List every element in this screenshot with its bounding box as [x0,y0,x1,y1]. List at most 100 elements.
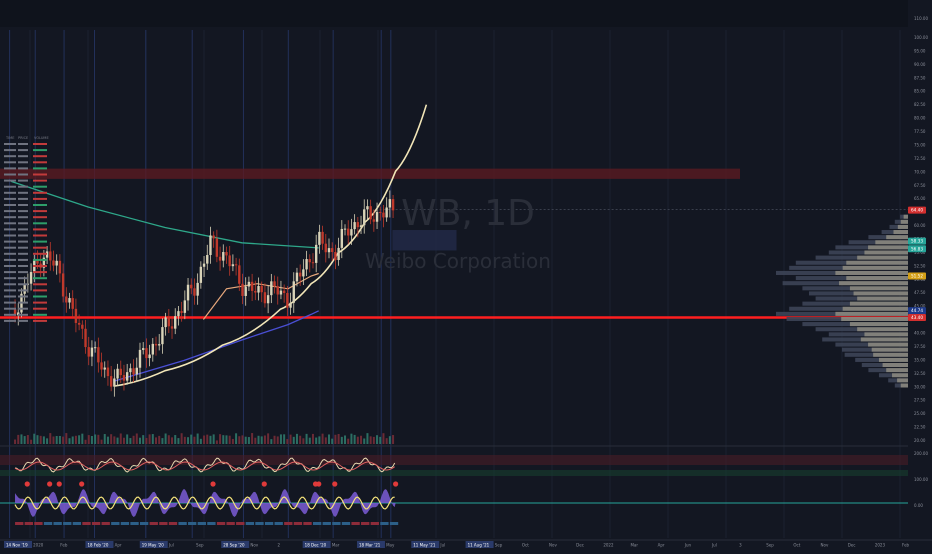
indicator-lines [10,104,428,387]
volume-profile-bar-up [878,357,908,362]
trend-strip-segment [293,522,303,525]
candle-body [190,284,193,289]
order-table-cell [33,197,47,200]
order-table-cell [33,155,47,158]
volume-bar [379,436,382,444]
order-table-cell [33,210,47,213]
trend-strip-segment [197,522,206,525]
candle-body [244,286,247,296]
volume-bar [42,436,45,444]
time-axis-label: 18 Feb '20 [87,543,108,548]
volume-bar [388,436,391,444]
candle-body [36,259,39,264]
candle-body [228,255,231,267]
price-badge-label: 51.52 [911,274,923,279]
candle-body [141,348,145,350]
volume-bar [311,433,314,444]
candle-body [356,222,360,228]
volume-bar [286,439,289,444]
signal-dot [56,481,62,487]
volume-bar [193,436,196,444]
volume-bar [212,434,215,444]
candle-body [206,255,209,264]
order-table-cell [4,258,16,261]
candle-body [359,225,363,228]
time-axis-label: 2022 [603,543,614,548]
volume-bar [90,435,93,444]
volume-profile-bar-up [886,235,908,240]
order-table-cell [33,307,47,310]
volume-profile-bar-up [897,378,908,383]
volume-bar [385,438,388,444]
order-table-cell [18,143,28,145]
oversold-band [0,470,908,476]
candle-body [391,199,395,211]
volume-bar [142,435,145,444]
time-axis-label: 18 Mar '21 [359,543,381,548]
volume-bar [353,434,356,444]
volume-bar [363,438,366,444]
volume-bar [71,436,74,444]
lower-axis-label: 200.00 [914,451,928,456]
volume-bar [132,435,135,444]
volume-bar [14,439,17,444]
order-table-cell [4,161,16,164]
volume-bar [369,436,372,444]
price-axis-label: 100.00 [914,35,928,40]
candle-body [314,244,318,263]
order-table-cell [4,167,16,170]
candle-body [222,252,225,261]
candle-body [74,308,78,323]
volume-bar [315,437,318,444]
volume-bar [167,435,170,444]
order-table-cell [33,301,47,304]
trend-strip-segment [120,522,130,525]
time-axis-label: Jun [684,543,692,548]
volume-bar [228,435,231,444]
price-axis-label: 55.00 [914,250,926,255]
price-axis-label: 60.00 [914,223,926,228]
trend-strip-segment [91,522,101,525]
volume-bar [36,435,39,444]
volume-bar [46,438,49,444]
order-table-cell [4,319,16,322]
volume-bars [14,433,395,444]
volume-bar [308,437,311,444]
volume-bar [366,433,369,444]
volume-bar [257,435,260,444]
volume-bar [171,437,174,444]
price-badge-label: 64.40 [911,208,923,213]
volume-bar [62,436,65,444]
parabolic-trend-curve [114,104,428,387]
trend-strip-segment [226,522,235,525]
time-axis-label: 3 [739,543,742,548]
volume-profile-bar-up [897,224,908,229]
order-table-cell [18,271,28,274]
time-axis[interactable]: 14 Nov '19 2020 Feb 18 Feb '20 Apr 19 May '20… [4,541,910,548]
candle-body [125,372,129,381]
candle-body [282,290,286,294]
trend-strip-segment [207,522,216,525]
order-table-cell [33,319,47,322]
order-table-cell [4,173,16,176]
volume-bar [376,435,379,444]
candle-body [321,231,324,244]
volume-bar [135,433,138,444]
candle-body [167,317,171,327]
trend-strip-segment [139,522,149,525]
order-table-cell [33,228,47,231]
volume-bar [106,436,109,444]
candle-body [257,285,260,293]
volume-profile-bar-up [842,265,908,270]
order-table-cell [4,228,16,231]
volume-bar [55,436,58,444]
volume-bar [295,433,298,444]
price-badge [908,272,926,280]
price-axis[interactable]: 110.00 100.00 95.00 90.00 87.50 85.00 82.50 80.… [908,16,928,508]
price-axis-label: 45.00 [914,304,926,309]
time-axis-label: May [386,543,395,548]
time-axis-label: Nov [250,543,258,548]
volume-bar [180,433,183,444]
